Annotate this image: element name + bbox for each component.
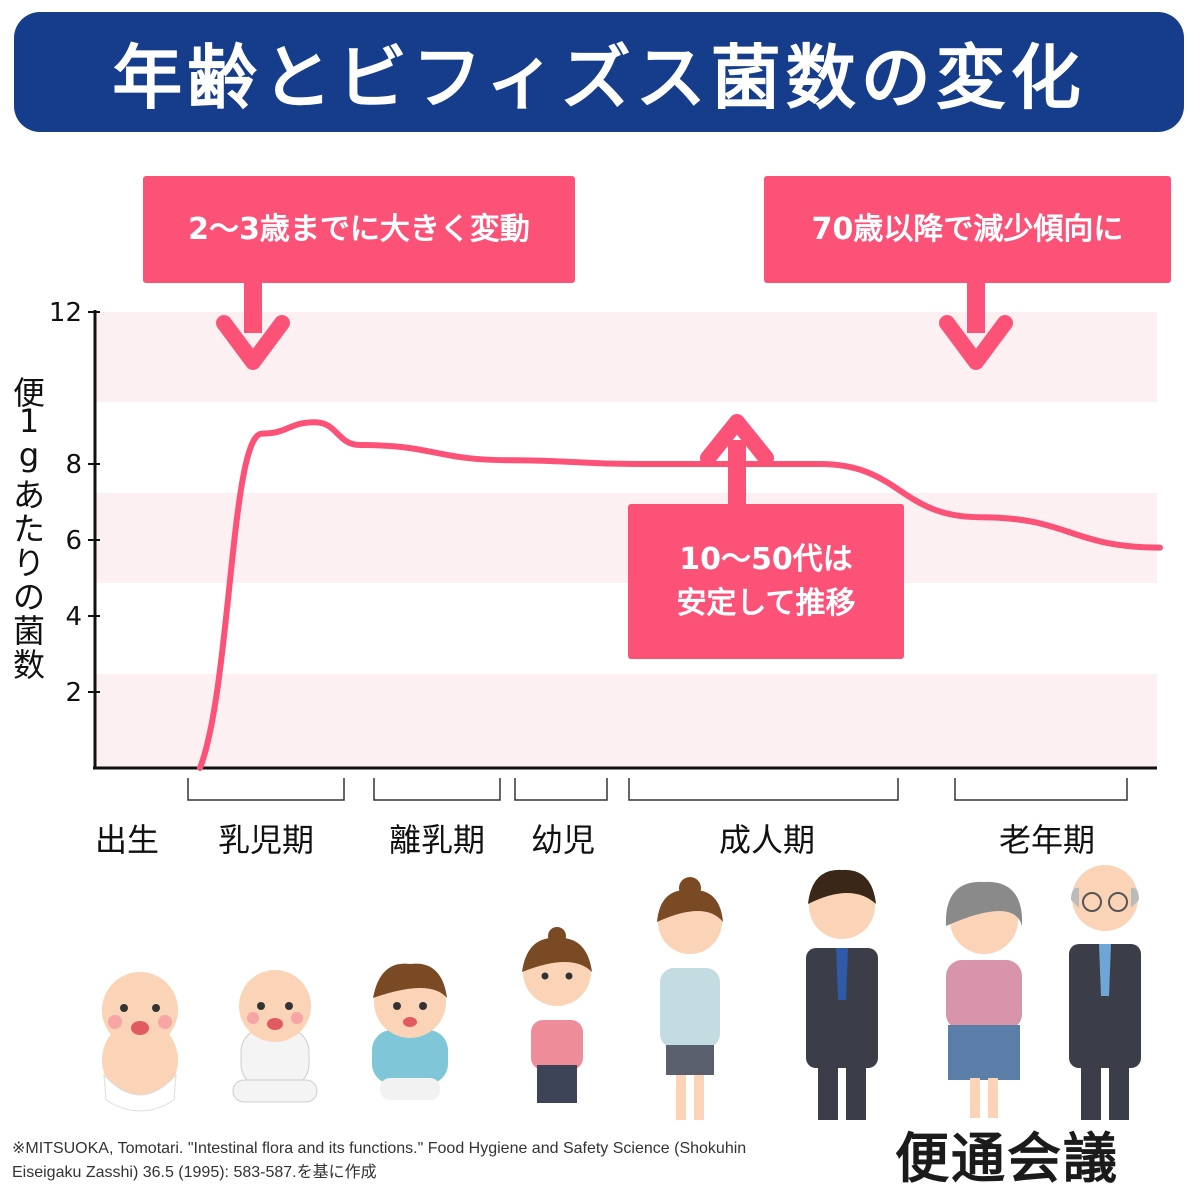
y-axis-label-char: り — [12, 544, 45, 582]
page-title: 年齢とビフィズス菌数の変化 — [112, 36, 1086, 119]
stage-label-weaning: 離乳期 — [388, 821, 486, 859]
y-axis-label-char: 菌 — [12, 612, 45, 650]
y-tick-label: 8 — [65, 450, 82, 480]
title-banner: 年齢とビフィズス菌数の変化 — [14, 12, 1184, 132]
adult-man-icon — [806, 869, 878, 1120]
stage-brackets — [187, 778, 1128, 801]
y-tick-label: 4 — [65, 602, 82, 632]
chart-band — [95, 674, 1157, 768]
arrow-down-icon — [939, 283, 1013, 370]
stage-label-infant: 乳児期 — [217, 821, 315, 859]
callout-early-change: 2〜3歳までに大きく変動 — [143, 176, 575, 283]
chart-band — [95, 493, 1157, 583]
bracket-weaning — [373, 778, 501, 801]
adult-woman-icon — [657, 877, 723, 1120]
y-axis-label-char: 便 — [12, 374, 45, 412]
y-tick-label: 6 — [65, 526, 82, 556]
stage-label-birth: 出生 — [94, 821, 160, 859]
infant-icon — [232, 970, 318, 1103]
elderly-man-icon — [1069, 865, 1141, 1120]
callout-stable-line1: 10〜50代は — [679, 542, 853, 577]
y-tick-label: 12 — [49, 298, 82, 328]
y-axis-label-char: 数 — [12, 646, 45, 684]
callout-stable-line2: 安定して推移 — [676, 585, 856, 621]
y-axis-label-char: た — [12, 510, 45, 548]
series-line — [197, 419, 1163, 771]
y-axis-label-char: 1 — [18, 402, 40, 440]
footnote-line: Eiseigaku Zasshi) 36.5 (1995): 583-587.を… — [12, 1164, 377, 1181]
chart-bands — [95, 312, 1157, 768]
y-axis-label-char: あ — [12, 476, 45, 514]
callout-elderly-text: 70歳以降で減少傾向に — [811, 211, 1124, 247]
weaning-child-icon — [372, 963, 448, 1100]
footnote: ※MITSUOKA, Tomotari. "Intestinal flora a… — [12, 1137, 872, 1185]
callout-early-text: 2〜3歳までに大きく変動 — [188, 211, 530, 247]
brand-logo: 便通会議 — [895, 1127, 1119, 1190]
bracket-elderly — [954, 778, 1128, 801]
arrow-up-icon — [700, 414, 774, 506]
bracket-infant — [187, 778, 345, 801]
bracket-adult — [628, 778, 899, 801]
stage-label-elderly: 老年期 — [998, 821, 1096, 859]
y-axis-label-char: の — [12, 578, 45, 616]
callout-stable-adult: 10〜50代は 安定して推移 — [628, 504, 904, 659]
age-illustrations — [102, 865, 1141, 1120]
y-tick-label: 2 — [65, 678, 82, 708]
stage-label-adult: 成人期 — [718, 821, 816, 859]
y-axis-label-char: g — [18, 436, 40, 474]
newborn-baby-icon — [102, 972, 178, 1112]
callout-elderly-decline: 70歳以降で減少傾向に — [764, 176, 1171, 283]
y-ticks: 2 4 6 8 12 — [49, 298, 100, 708]
stage-label-toddler: 幼児 — [530, 821, 596, 859]
elderly-woman-icon — [945, 881, 1023, 1118]
footnote-line: ※MITSUOKA, Tomotari. "Intestinal flora a… — [12, 1140, 747, 1157]
arrow-down-icon — [216, 283, 290, 370]
bracket-toddler — [514, 778, 608, 801]
toddler-girl-icon — [522, 927, 592, 1103]
